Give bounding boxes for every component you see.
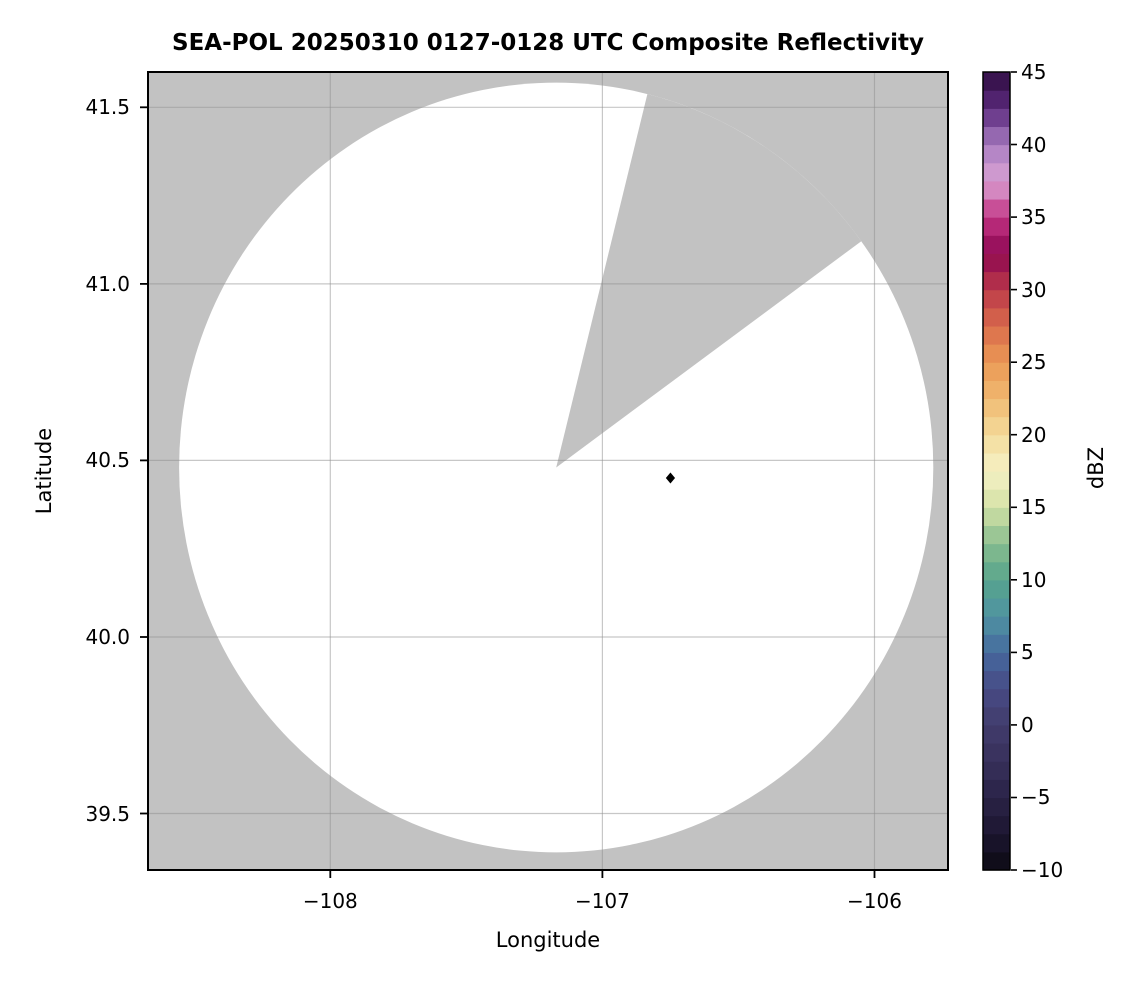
colorbar-frame [982, 71, 1011, 871]
colorbar-band [983, 452, 1010, 472]
colorbar-band [983, 779, 1010, 799]
colorbar-tick-label: 25 [1021, 350, 1047, 375]
colorbar-tick-label: 45 [1021, 60, 1047, 84]
colorbar-tick-label: 5 [1021, 640, 1034, 665]
y-axis-label: Latitude [32, 427, 56, 515]
y-tick-label: 41.0 [85, 271, 130, 296]
colorbar-tick-label: 30 [1021, 277, 1047, 302]
colorbar-band [983, 180, 1010, 200]
colorbar-band [983, 471, 1010, 490]
colorbar-band [983, 507, 1010, 527]
colorbar-band [983, 253, 1010, 273]
colorbar-band [983, 72, 1010, 91]
colorbar-band [983, 235, 1010, 254]
colorbar-band [983, 706, 1010, 726]
x-tick-label: −106 [847, 889, 902, 913]
colorbar-band [983, 561, 1010, 581]
missing-data-sector [556, 94, 862, 468]
colorbar-band [983, 851, 1010, 871]
plot-title: SEA-POL 20250310 0127-0128 UTC Composite… [172, 30, 924, 56]
colorbar-band [983, 634, 1010, 653]
colorbar-tick-label: 35 [1021, 205, 1047, 230]
colorbar-tick-label: −5 [1021, 785, 1051, 810]
colorbar-band [983, 616, 1010, 635]
colorbar-band [983, 362, 1010, 381]
colorbar-band [983, 489, 1010, 508]
colorbar-band [983, 652, 1010, 672]
colorbar-band [983, 380, 1010, 400]
colorbar-tick-label: 40 [1021, 132, 1047, 157]
colorbar-band [983, 307, 1010, 327]
colorbar-tick-label: 10 [1021, 567, 1047, 592]
y-tick-label: 40.0 [85, 624, 130, 649]
colorbar-tick-label: 15 [1021, 495, 1047, 520]
colorbar-band [983, 144, 1010, 164]
colorbar-band [983, 525, 1010, 545]
colorbar-band [983, 162, 1010, 182]
colorbar-band [983, 434, 1010, 454]
colorbar-band [983, 416, 1010, 436]
colorbar-band [983, 217, 1010, 236]
colorbar-band [983, 724, 1010, 744]
colorbar-band [983, 833, 1010, 853]
colorbar-band [983, 289, 1010, 309]
colorbar-band [983, 198, 1010, 218]
colorbar-band [983, 688, 1010, 708]
colorbar-label: dBZ [1084, 446, 1108, 490]
colorbar-tick-label: 20 [1021, 422, 1047, 447]
colorbar-band [983, 90, 1010, 109]
colorbar-band [983, 344, 1010, 363]
colorbar-band [983, 815, 1010, 835]
colorbar-band [983, 761, 1010, 780]
colorbar-band [983, 743, 1010, 762]
y-tick-label: 40.5 [85, 448, 130, 473]
colorbar-band [983, 597, 1010, 617]
colorbar-tick-label: −10 [1021, 858, 1064, 882]
colorbar-band [983, 126, 1010, 146]
colorbar-band [983, 579, 1010, 599]
reflectivity-point [665, 472, 676, 484]
x-axis-label: Longitude [495, 928, 601, 952]
colorbar-tick-label: 0 [1021, 712, 1034, 737]
colorbar-band [983, 398, 1010, 418]
y-tick-label: 41.5 [85, 95, 130, 120]
colorbar-band [983, 108, 1010, 128]
plot-frame [147, 71, 949, 871]
colorbar-band [983, 543, 1010, 563]
colorbar-band [983, 797, 1010, 817]
x-tick-label: −108 [302, 889, 358, 913]
colorbar-band [983, 670, 1010, 690]
colorbar-band [983, 325, 1010, 345]
x-tick-label: −107 [574, 889, 630, 913]
y-tick-label: 39.5 [85, 801, 130, 826]
colorbar-band [983, 271, 1010, 291]
